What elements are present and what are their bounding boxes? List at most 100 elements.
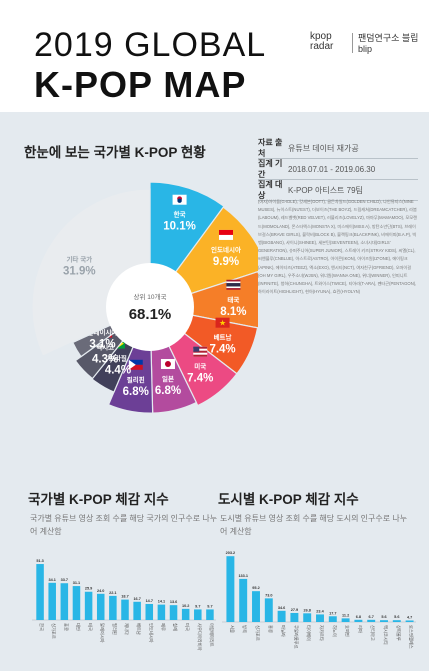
pie-slice-value: 9.9% <box>213 256 239 268</box>
category-label: 홍콩 <box>63 623 69 631</box>
pie-slice-value: 3.1% <box>89 339 115 351</box>
bar-value-label: 17.7 <box>329 611 336 615</box>
city-index-bar-chart: 203.2 서울 133.1 방콕 95.2 싱가포르 73.0 홍콩 34.6 마닐라 27.9 쿠… <box>222 551 416 649</box>
category-label: 아랍에미리트 <box>208 623 215 647</box>
bar-value-label: 22.1 <box>109 591 116 595</box>
bar-value-label: 33.7 <box>61 578 68 582</box>
bar-value-label: 34.6 <box>278 606 285 610</box>
category-label: 산티아고 <box>369 625 376 641</box>
blip-logo: 팬덤연구소 블립 blip <box>358 33 419 54</box>
bar <box>290 612 299 622</box>
bar <box>303 613 312 622</box>
category-label: 대만 <box>74 623 81 631</box>
category-label: 호찌민 <box>344 625 351 637</box>
bar <box>121 599 129 620</box>
bar <box>36 564 44 620</box>
bar <box>405 620 414 622</box>
bar <box>60 583 69 620</box>
category-label: 로스앤젤레스 <box>408 625 415 649</box>
meta-value: 2018.07.01 - 2019.06.30 <box>288 164 376 174</box>
flag-part <box>128 359 136 370</box>
center-value: 68.1% <box>129 306 172 323</box>
category-label: 서울 <box>228 625 235 633</box>
meta-value: K-POP 아티스트 79팀 <box>288 185 363 195</box>
bar <box>157 604 166 620</box>
category-label: 칠레 <box>172 623 179 631</box>
category-label: 베트남 <box>135 623 142 635</box>
bar <box>133 601 141 620</box>
vietnam-flag-icon: ★ <box>215 317 230 328</box>
meta-row-source: 자료 출처 유튜브 데이터 재가공 <box>258 138 418 159</box>
category-label: 자카르타 <box>318 625 325 641</box>
category-label: 인도네시아 <box>147 623 154 643</box>
source-meta-table: 자료 출처 유튜브 데이터 재가공 집계 기간 2018.07.01 - 201… <box>258 138 418 201</box>
meta-key: 자료 출처 <box>258 138 283 158</box>
pie-slice-value: 10.1% <box>163 221 196 233</box>
bar-value-label: 133.1 <box>238 574 248 578</box>
flag-part <box>193 346 208 349</box>
flag-part <box>193 354 208 357</box>
flag-part <box>177 198 182 203</box>
bar <box>328 616 337 622</box>
bar-value-label: 10.2 <box>182 604 189 608</box>
bar <box>380 620 388 622</box>
thailand-flag-icon <box>226 279 241 290</box>
brand-block: kpop radar 팬덤연구소 블립 blip <box>310 32 420 58</box>
title-line-2: K-POP MAP <box>34 64 247 105</box>
bar-value-label: 25.9 <box>85 587 92 591</box>
meta-key: 집계 대상 <box>258 180 283 200</box>
bar-value-label: 4.7 <box>407 615 412 619</box>
flag-part: ★ <box>219 319 226 328</box>
pie-slice-value: 6.8% <box>155 385 181 397</box>
bar-value-label: 13.6 <box>170 600 177 604</box>
center-label: 상위 10개국 <box>134 292 167 301</box>
meta-key: 집계 기간 <box>258 159 283 179</box>
pie-slice-value: 6.8% <box>123 386 149 398</box>
bar <box>181 608 190 620</box>
category-label: 마닐라 <box>280 625 287 637</box>
category-label: 캐나다 <box>123 623 130 635</box>
category-label: 싱가포르 <box>254 625 261 641</box>
pie-center <box>106 263 194 351</box>
meta-value: 유튜브 데이터 재가공 <box>288 143 359 153</box>
bar-value-label: 14.7 <box>146 599 153 603</box>
artist-list: (여자)아이들(G-IDLE), 갓세븐(GOT7), 골든차일드(GOLDEN… <box>258 199 417 295</box>
header: 2019 GLOBAL K-POP MAP kpop radar 팬덤연구소 블… <box>0 0 429 112</box>
bar <box>277 610 286 622</box>
pie-slice-label: 기타 국가 <box>66 255 92 264</box>
pie-slice-label: 한국 <box>174 210 186 219</box>
brand-divider <box>352 33 353 53</box>
philippines-flag-icon <box>128 359 143 370</box>
title-line-1: 2019 GLOBAL <box>34 26 267 64</box>
kpop-radar-logo: kpop radar <box>310 31 334 52</box>
country-index-bar-chart: 51.3 한국 34.1 싱가포르 33.7 홍콩 31.1 대만 25.9 태국 24.0 말레이시… <box>32 559 216 651</box>
flag-part <box>128 359 143 365</box>
bar-value-label: 5.6 <box>394 615 399 619</box>
pie-slice-label: 인도네시아 <box>211 245 241 254</box>
japan-flag-icon <box>160 358 175 369</box>
category-label: 방콕 <box>241 625 248 633</box>
flag-part <box>215 317 230 328</box>
category-label: 페루 <box>159 623 166 631</box>
category-label: 싱가포르 <box>50 623 57 639</box>
bar <box>392 620 401 622</box>
meta-row-period: 집계 기간 2018.07.01 - 2019.06.30 <box>258 159 418 180</box>
category-label: 하노이 <box>331 625 338 637</box>
bar-value-label: 26.8 <box>304 608 311 612</box>
category-label: 쿠알라룸푸르 <box>292 625 299 649</box>
pie-slice-value: 7.4% <box>209 344 235 356</box>
pie-slice-value: 4.3% <box>92 354 118 366</box>
category-label: 한국 <box>38 623 44 631</box>
bar <box>341 618 350 622</box>
pie-slice-label: 일본 <box>162 374 174 383</box>
city-index-title: 도시별 K-POP 체감 지수 <box>218 492 359 507</box>
bar-value-label: 14.1 <box>158 600 165 604</box>
bar-value-label: 18.7 <box>121 595 128 599</box>
bar-value-label: 6.7 <box>369 615 374 619</box>
bar-value-label: 203.2 <box>226 551 236 555</box>
map-section-title: 한눈에 보는 국가별 K-POP 현황 <box>24 145 206 160</box>
usa-flag-icon <box>193 346 208 357</box>
category-label: 멕시코시티 <box>382 625 389 645</box>
bar-value-label: 9.7 <box>207 604 212 608</box>
